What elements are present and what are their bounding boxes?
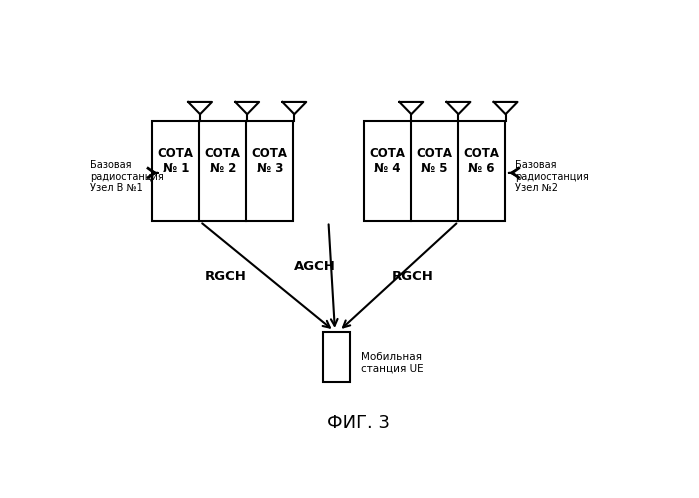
Text: Мобильная
станция UE: Мобильная станция UE [361,352,424,374]
Text: СОТА
№ 6: СОТА № 6 [463,147,499,175]
Text: Базовая
радиостанция
Узел №2: Базовая радиостанция Узел №2 [515,160,589,193]
Text: СОТА
№ 2: СОТА № 2 [205,147,241,175]
Text: RGCH: RGCH [391,270,433,283]
Text: Базовая
радиостанция
Узел В №1: Базовая радиостанция Узел В №1 [90,160,164,193]
Bar [152,121,294,221]
Text: СОТА
№ 4: СОТА № 4 [369,147,405,175]
Bar [363,121,505,221]
Text: СОТА
№ 5: СОТА № 5 [416,147,452,175]
Text: СОТА
№ 1: СОТА № 1 [158,147,194,175]
Bar [323,332,350,382]
Text: RGCH: RGCH [205,270,247,283]
Text: AGCH: AGCH [294,260,336,273]
Text: СОТА
№ 3: СОТА № 3 [252,147,288,175]
Text: ФИГ. 3: ФИГ. 3 [326,414,390,432]
